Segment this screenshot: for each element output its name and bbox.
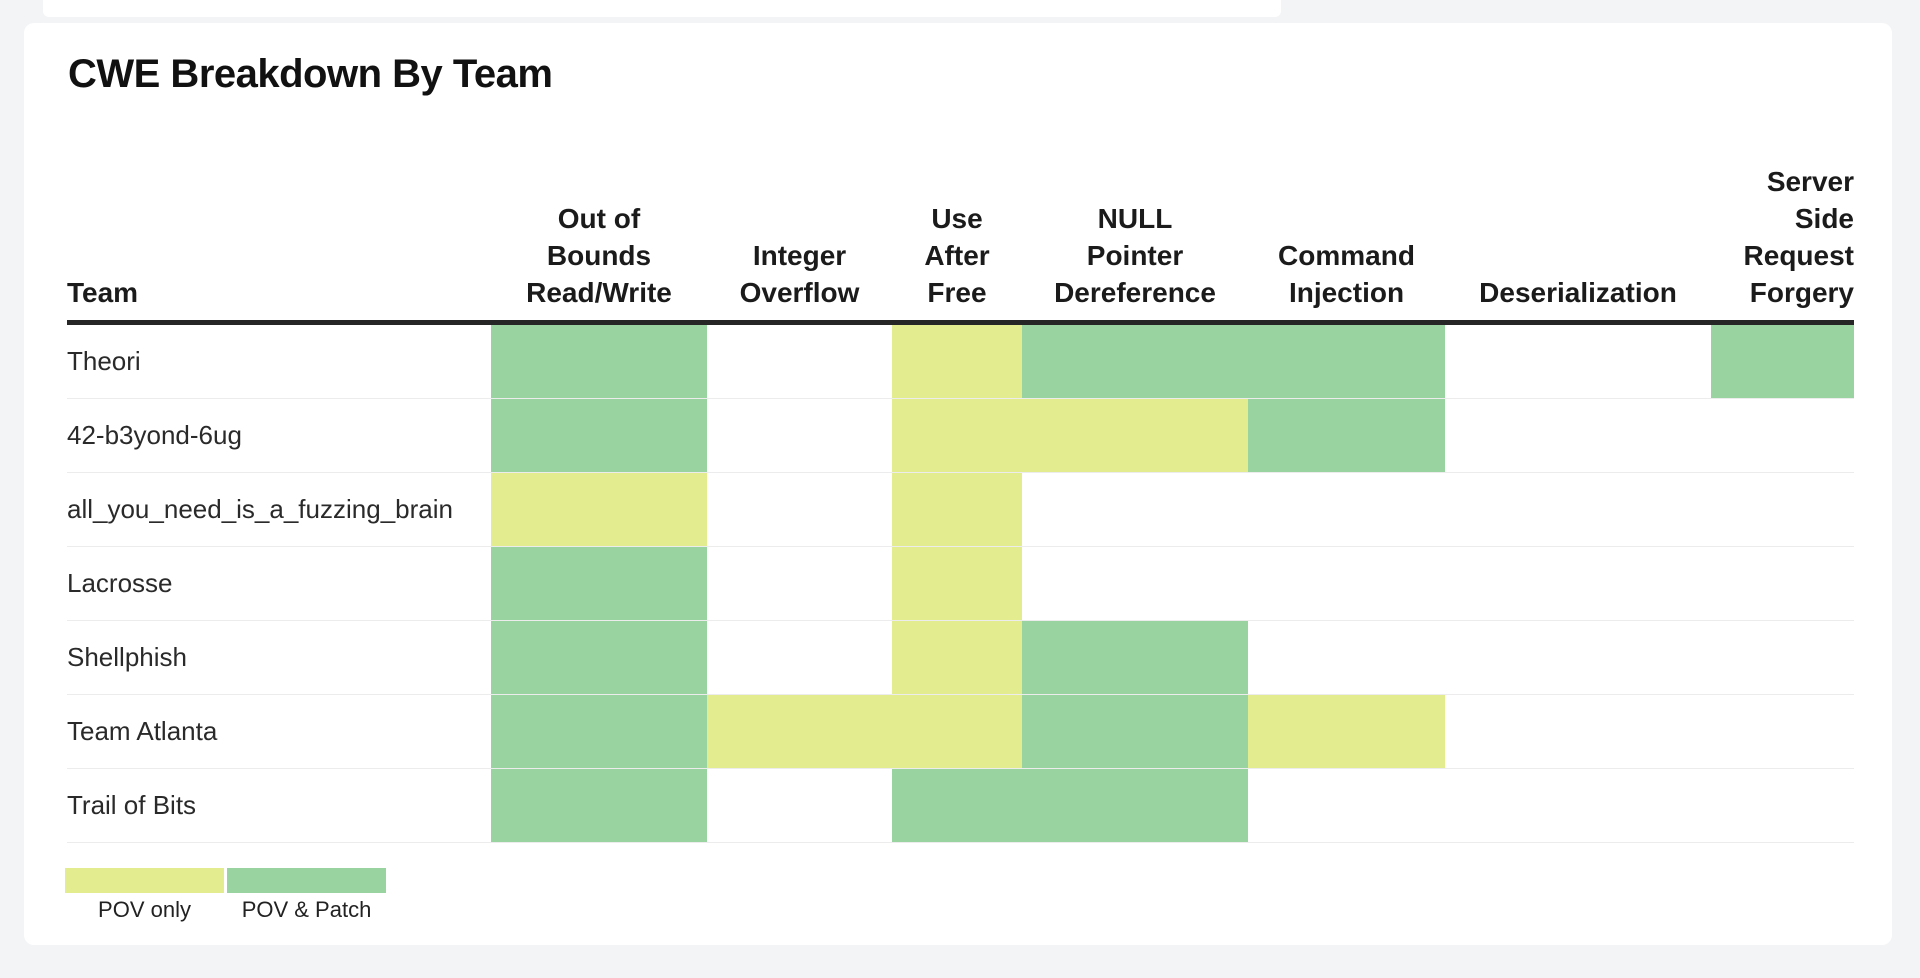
table-row-trail-of-bits: Trail of Bits [67,769,1854,843]
cell-out-of-bounds-read-write [491,621,707,694]
cell-integer-overflow [707,695,892,768]
column-header-server-side-request-forgery: Server Side Request Forgery [1743,166,1854,308]
legend-item-pov-only: POV only [65,868,224,922]
cell-command-injection [1248,621,1445,694]
cell-null-pointer-dereference [1022,399,1248,472]
cell-deserialization [1445,547,1711,620]
cell-deserialization [1445,695,1711,768]
cell-null-pointer-dereference [1022,769,1248,842]
cell-out-of-bounds-read-write [491,769,707,842]
table-header-row: Team Out of Bounds Read/Write Integer Over… [67,153,1854,325]
column-header-deserialization: Deserialization [1479,277,1677,308]
cell-null-pointer-dereference [1022,621,1248,694]
legend: POV only POV & Patch [65,868,386,922]
cell-server-side-request-forgery [1711,621,1854,694]
legend-swatch-pov-only [65,868,224,893]
cell-null-pointer-dereference [1022,695,1248,768]
team-label: 42-b3yond-6ug [67,420,242,450]
cell-integer-overflow [707,547,892,620]
column-header-out-of-bounds-read-write: Out of Bounds Read/Write [526,203,672,308]
team-label: Trail of Bits [67,790,197,820]
cell-out-of-bounds-read-write [491,547,707,620]
cell-command-injection [1248,547,1445,620]
table-row-shellphish: Shellphish [67,621,1854,695]
legend-swatch-pov-patch [227,868,386,893]
cell-use-after-free [892,399,1022,472]
cell-use-after-free [892,621,1022,694]
cell-integer-overflow [707,473,892,546]
team-label: all_you_need_is_a_fuzzing_brain [67,494,453,524]
column-header-use-after-free: Use After Free [924,203,990,308]
cell-server-side-request-forgery [1711,547,1854,620]
cell-integer-overflow [707,325,892,398]
cell-null-pointer-dereference [1022,473,1248,546]
cell-deserialization [1445,399,1711,472]
legend-label-pov-only: POV only [98,897,191,922]
cell-command-injection [1248,473,1445,546]
column-header-team: Team [67,277,139,308]
cell-use-after-free [892,769,1022,842]
cell-out-of-bounds-read-write [491,473,707,546]
cell-command-injection [1248,399,1445,472]
column-header-command-injection: Command Injection [1278,240,1415,308]
cell-deserialization [1445,473,1711,546]
cell-server-side-request-forgery [1711,769,1854,842]
cell-server-side-request-forgery [1711,473,1854,546]
cell-command-injection [1248,769,1445,842]
cell-integer-overflow [707,399,892,472]
team-label: Lacrosse [67,568,173,598]
team-label: Team Atlanta [67,716,218,746]
table-row-42-b3yond-6ug: 42-b3yond-6ug [67,399,1854,473]
team-label: Theori [67,346,141,376]
cwe-breakdown-card: CWE Breakdown By Team Team Out of Bounds … [24,23,1892,945]
table-row-theori: Theori [67,325,1854,399]
cell-out-of-bounds-read-write [491,695,707,768]
cell-use-after-free [892,325,1022,398]
cell-integer-overflow [707,621,892,694]
cell-server-side-request-forgery [1711,695,1854,768]
table-row-team-atlanta: Team Atlanta [67,695,1854,769]
cell-command-injection [1248,695,1445,768]
cell-use-after-free [892,695,1022,768]
cwe-heatmap-table: Team Out of Bounds Read/Write Integer Over… [67,153,1854,843]
team-label: Shellphish [67,642,187,672]
cell-server-side-request-forgery [1711,399,1854,472]
table-body: Theori 42-b3yond-6ug all_you_need_is_a_fuz… [67,325,1854,843]
cell-deserialization [1445,621,1711,694]
column-header-integer-overflow: Integer Overflow [739,240,860,308]
cell-out-of-bounds-read-write [491,325,707,398]
chart-title: CWE Breakdown By Team [68,52,553,96]
previous-card-bottom-edge [43,0,1281,17]
cell-use-after-free [892,547,1022,620]
cell-integer-overflow [707,769,892,842]
table-row-all-you-need-is-a-fuzzing-brain: all_you_need_is_a_fuzzing_brain [67,473,1854,547]
cell-use-after-free [892,473,1022,546]
legend-label-pov-patch: POV & Patch [241,897,372,922]
cell-deserialization [1445,325,1711,398]
legend-item-pov-patch: POV & Patch [227,868,386,922]
cell-out-of-bounds-read-write [491,399,707,472]
cell-null-pointer-dereference [1022,325,1248,398]
cell-server-side-request-forgery [1711,325,1854,398]
cell-deserialization [1445,769,1711,842]
cell-null-pointer-dereference [1022,547,1248,620]
cell-command-injection [1248,325,1445,398]
table-row-lacrosse: Lacrosse [67,547,1854,621]
column-header-null-pointer-dereference: NULL Pointer Dereference [1054,203,1216,308]
